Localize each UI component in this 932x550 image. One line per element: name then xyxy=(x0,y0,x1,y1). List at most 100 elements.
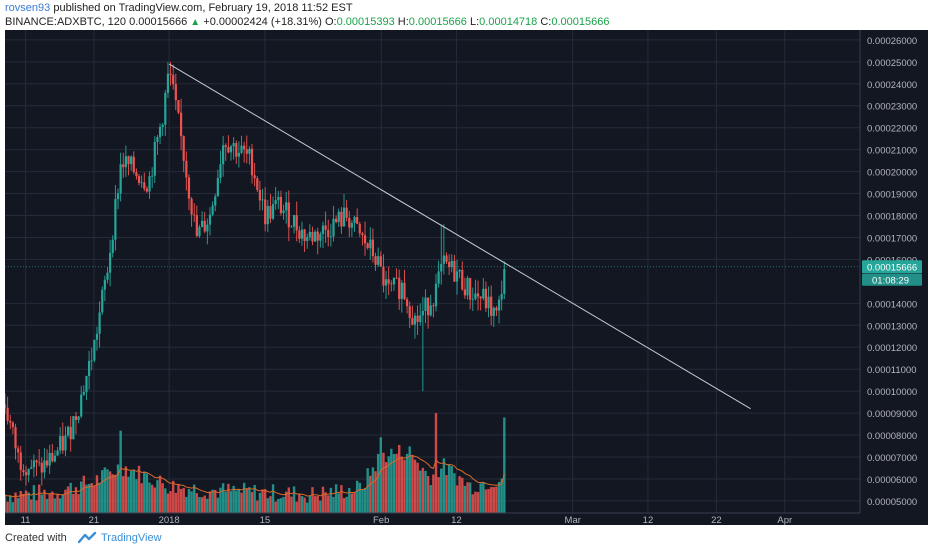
volume-bar xyxy=(411,454,414,513)
volume-bar xyxy=(30,499,33,513)
candle-body xyxy=(340,211,343,227)
volume-bar xyxy=(332,496,335,513)
volume-bar xyxy=(269,496,272,513)
candle-body xyxy=(185,160,188,178)
time-axis-background xyxy=(5,513,860,525)
candle-body xyxy=(156,137,159,142)
tradingview-link[interactable]: TradingView xyxy=(101,532,162,544)
candle-body xyxy=(271,204,275,219)
high-value: 0.00015666 xyxy=(408,16,467,28)
candle-body xyxy=(201,220,204,228)
publish-line: rovsen93 published on TradingView.com, F… xyxy=(5,2,353,14)
candle-body xyxy=(258,189,262,201)
volume-bar xyxy=(187,488,191,513)
volume-bar xyxy=(221,483,225,513)
volume-bar xyxy=(161,483,164,513)
last-price-box xyxy=(862,260,922,274)
grid-lines xyxy=(5,30,860,513)
volume-bar xyxy=(261,489,264,513)
candlesticks xyxy=(5,61,506,486)
volume-bar xyxy=(148,482,151,513)
candle-body xyxy=(61,436,64,451)
chart-area[interactable]: 0.00026000 0.00025000 0.00024000 0.00023000… xyxy=(5,30,928,525)
candle-body xyxy=(500,293,503,300)
candle-body xyxy=(64,435,67,451)
volume-bar xyxy=(11,502,15,513)
volume-bar xyxy=(316,496,319,513)
volume-bar xyxy=(503,417,506,513)
candle-body xyxy=(240,145,243,153)
candle-body xyxy=(350,222,353,228)
volume-bar xyxy=(348,488,351,513)
candle-body xyxy=(132,156,135,173)
candle-body xyxy=(72,416,75,440)
price-tick-label: 0.00013000 xyxy=(867,321,917,332)
time-tick-label: 12 xyxy=(643,515,654,525)
tradingview-logo-icon[interactable] xyxy=(78,531,98,545)
volume-bar xyxy=(453,473,456,513)
candle-body xyxy=(32,460,36,468)
candle-body xyxy=(190,198,193,215)
candle-body xyxy=(43,460,46,473)
candle-body xyxy=(151,175,154,177)
volume-bar xyxy=(432,474,435,513)
time-axis[interactable]: 11 21 2018 15 Feb 12 Mar 12 22 Apr xyxy=(5,512,860,525)
volume-bar xyxy=(447,464,451,513)
volume-bar xyxy=(361,489,364,513)
volume-bar xyxy=(487,488,490,513)
volume-bar xyxy=(232,485,235,513)
volume-bar xyxy=(300,495,304,513)
volume-bar xyxy=(32,485,36,513)
candle-body xyxy=(232,143,235,147)
candle-body xyxy=(379,256,382,267)
candle-body xyxy=(303,229,306,242)
candle-body xyxy=(206,224,209,232)
volume-bar xyxy=(14,492,17,513)
countdown-box xyxy=(862,273,922,286)
volume-bar xyxy=(206,498,209,513)
volume-bar xyxy=(90,483,93,513)
candle-body xyxy=(348,217,351,228)
volume-bar xyxy=(421,467,425,513)
volume-bar xyxy=(77,494,80,513)
candle-body xyxy=(469,277,472,300)
candle-body xyxy=(48,452,51,466)
volume-bar xyxy=(182,487,185,513)
candle-body xyxy=(187,177,191,199)
volume-bar xyxy=(424,470,427,513)
candle-body xyxy=(308,231,311,238)
volume-bar xyxy=(5,494,7,513)
candle-body xyxy=(403,282,406,300)
close-label: C: xyxy=(540,16,552,28)
volume-bar xyxy=(237,488,241,513)
volume-bar xyxy=(200,497,204,513)
candle-body xyxy=(219,164,222,178)
candle-body xyxy=(413,315,417,325)
last-price-tag: 0.00015666 01:08:29 xyxy=(5,260,922,286)
volume-bar xyxy=(22,493,25,513)
price-tick-label: 0.00020000 xyxy=(867,168,917,179)
candle-body xyxy=(256,178,259,190)
candle-body xyxy=(416,315,419,322)
volume-bar xyxy=(282,496,285,513)
volume-bar xyxy=(445,475,448,513)
candle-body xyxy=(264,199,267,225)
volume-bar xyxy=(500,478,503,513)
close-value: 0.00015666 xyxy=(551,16,610,28)
candle-body xyxy=(66,426,70,436)
price-tick-label: 0.00021000 xyxy=(867,146,917,157)
candle-body xyxy=(269,205,272,219)
volume-bar xyxy=(355,480,359,513)
candle-body xyxy=(101,289,104,313)
candle-body xyxy=(143,182,146,189)
author-link[interactable]: rovsen93 xyxy=(5,2,51,14)
candle-body xyxy=(400,282,403,299)
published-text: published on TradingView.com, February 1… xyxy=(53,2,353,14)
candle-body xyxy=(14,427,17,449)
volume-bar xyxy=(179,488,183,513)
candle-body xyxy=(479,296,482,299)
volume-bar xyxy=(350,493,354,513)
candle-body xyxy=(27,468,30,476)
trendline[interactable] xyxy=(168,63,751,410)
price-chart[interactable]: 0.00026000 0.00025000 0.00024000 0.00023000… xyxy=(5,30,928,525)
